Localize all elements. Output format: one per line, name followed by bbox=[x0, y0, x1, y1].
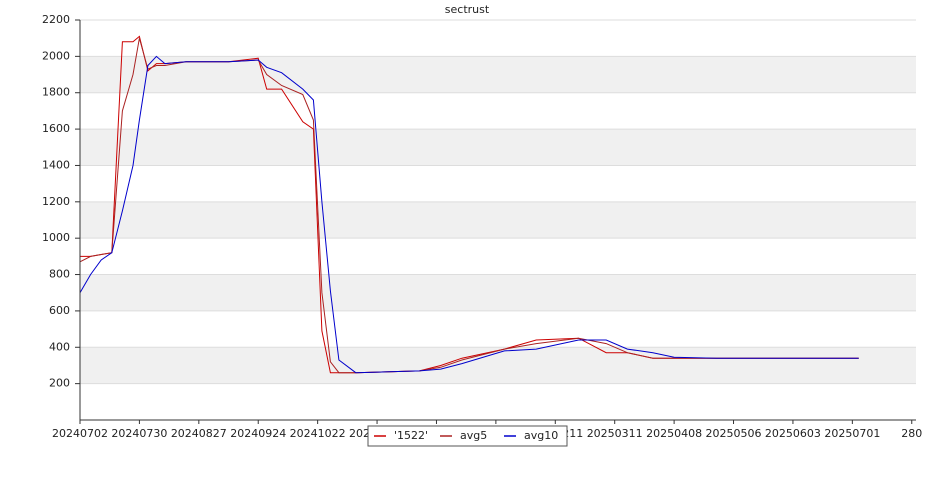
y-tick-label: 2000 bbox=[42, 49, 70, 62]
x-tick-label: 280 bbox=[901, 427, 922, 440]
x-tick-label: 20241022 bbox=[290, 427, 346, 440]
y-tick-label: 600 bbox=[49, 304, 70, 317]
band bbox=[80, 56, 916, 93]
legend: '1522' avg5 avg10 bbox=[367, 425, 568, 447]
y-tick-label: 2200 bbox=[42, 13, 70, 26]
y-tick-label: 1800 bbox=[42, 86, 70, 99]
y-tick-label: 1200 bbox=[42, 195, 70, 208]
x-tick-label: 20250311 bbox=[587, 427, 643, 440]
x-tick-label: 20240730 bbox=[111, 427, 167, 440]
y-tick-label: 1400 bbox=[42, 158, 70, 171]
x-tick-label: 20240924 bbox=[230, 427, 286, 440]
x-tick-label: 20240702 bbox=[52, 427, 108, 440]
x-tick-label: 20250603 bbox=[765, 427, 821, 440]
bands bbox=[80, 19, 916, 385]
legend-label: avg5 bbox=[460, 429, 487, 442]
series-line bbox=[79, 55, 859, 374]
band bbox=[80, 201, 916, 239]
legend-label: '1522' bbox=[394, 429, 428, 442]
legend-box bbox=[367, 425, 568, 447]
y-tick-label: 400 bbox=[49, 340, 70, 353]
y-tick-label: 200 bbox=[49, 377, 70, 390]
y-tick-label: 800 bbox=[49, 268, 70, 281]
chart-title: sectrust bbox=[445, 3, 490, 16]
x-tick-label: 20240827 bbox=[171, 427, 227, 440]
series-line bbox=[79, 38, 859, 374]
plot bbox=[79, 35, 859, 374]
y-tick-label: 1600 bbox=[42, 122, 70, 135]
x-tick-label: 20250408 bbox=[646, 427, 702, 440]
x-tick-label: 20250701 bbox=[824, 427, 880, 440]
band bbox=[80, 129, 916, 166]
band bbox=[80, 274, 916, 311]
x-tick-label: 20250506 bbox=[706, 427, 762, 440]
legend-label: avg10 bbox=[524, 429, 558, 442]
y-tick-label: 1000 bbox=[42, 231, 70, 244]
